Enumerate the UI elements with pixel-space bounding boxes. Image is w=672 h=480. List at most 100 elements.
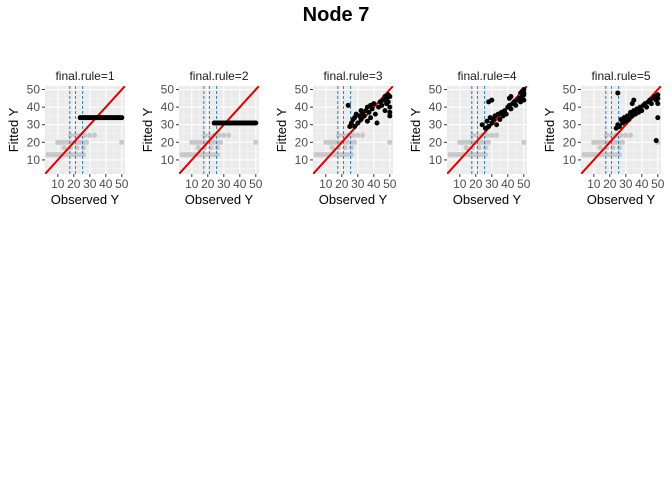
data-point xyxy=(387,113,393,119)
panel-plot-area xyxy=(581,86,661,174)
x-tick-label: 20 xyxy=(67,177,81,191)
y-tick-label: 10 xyxy=(295,153,309,167)
facet-panel-4: final.rule=410 20 30 40 501020304050Observed… xyxy=(408,69,531,207)
data-point xyxy=(508,106,514,112)
panel-plot-area xyxy=(447,86,527,174)
y-tick-label: 20 xyxy=(27,135,41,149)
background-point xyxy=(221,132,227,138)
data-point xyxy=(639,108,645,114)
y-tick-label: 40 xyxy=(429,100,443,114)
data-point xyxy=(616,123,622,129)
data-point xyxy=(626,116,632,122)
x-tick-label: 20 xyxy=(469,177,483,191)
x-tick-label: 30 xyxy=(485,177,499,191)
x-tick-label: 30 xyxy=(83,177,97,191)
data-point xyxy=(387,94,393,100)
x-tick-label: 10 xyxy=(453,177,467,191)
panel-plot-area xyxy=(313,86,393,174)
background-point xyxy=(195,145,201,151)
background-point xyxy=(218,139,224,145)
data-point xyxy=(484,118,490,124)
x-tick-label: 20 xyxy=(603,177,617,191)
y-tick-label: 50 xyxy=(563,83,577,97)
data-point xyxy=(387,109,393,115)
data-point xyxy=(497,116,503,122)
y-tick-label: 10 xyxy=(429,153,443,167)
data-point xyxy=(655,95,661,101)
data-point xyxy=(352,123,358,129)
data-point xyxy=(521,97,527,103)
y-tick-label: 20 xyxy=(563,135,577,149)
y-tick-label: 30 xyxy=(27,118,41,132)
y-axis-title: Fitted Y xyxy=(542,107,557,152)
data-point xyxy=(494,122,500,128)
y-tick-label: 20 xyxy=(295,135,309,149)
background-point xyxy=(87,132,93,138)
y-tick-label: 10 xyxy=(27,153,41,167)
y-tick-label: 10 xyxy=(563,153,577,167)
y-tick-label: 40 xyxy=(563,100,577,114)
x-tick-label: 10 xyxy=(51,177,65,191)
facet-panel-3: final.rule=310 20 30 40 501020304050Observed… xyxy=(274,69,397,207)
background-point xyxy=(597,145,603,151)
facet-panel-2: final.rule=210 20 30 40 501020304050Observed… xyxy=(140,69,263,207)
x-axis-title: Observed Y xyxy=(453,192,522,207)
x-axis-title: Observed Y xyxy=(587,192,656,207)
y-axis-title: Fitted Y xyxy=(408,107,423,152)
y-tick-label: 40 xyxy=(27,100,41,114)
background-point xyxy=(355,132,361,138)
background-point xyxy=(604,132,610,138)
background-point xyxy=(84,139,90,145)
background-point xyxy=(620,139,626,145)
background-point xyxy=(340,132,346,138)
data-point xyxy=(486,99,492,105)
x-tick-label: 40 xyxy=(501,177,515,191)
background-point xyxy=(226,132,232,138)
background-point xyxy=(482,145,488,151)
facet-strip-label: final.rule=3 xyxy=(323,69,382,83)
background-point xyxy=(350,132,356,138)
data-point xyxy=(355,120,361,126)
background-point xyxy=(616,145,623,151)
data-point xyxy=(366,109,372,115)
x-tick-label: 40 xyxy=(367,177,381,191)
background-point xyxy=(474,132,480,138)
data-point xyxy=(253,120,259,126)
data-point xyxy=(358,116,364,122)
y-tick-label: 40 xyxy=(161,100,175,114)
background-point xyxy=(82,132,88,138)
background-point xyxy=(348,145,354,151)
data-point xyxy=(518,90,524,96)
x-axis-title: Observed Y xyxy=(51,192,120,207)
data-point xyxy=(364,118,370,124)
x-tick-label: 30 xyxy=(619,177,633,191)
data-point xyxy=(369,106,375,112)
data-point xyxy=(385,99,391,105)
background-point xyxy=(352,139,358,145)
data-point xyxy=(513,102,519,108)
data-point xyxy=(521,87,527,93)
panel-plot-area xyxy=(179,86,259,174)
y-axis-title: Fitted Y xyxy=(140,107,155,152)
facet-panel-5: final.rule=510 20 30 40 501020304050Observed… xyxy=(542,69,665,207)
background-point xyxy=(92,132,98,138)
x-tick-label: 10 xyxy=(587,177,601,191)
x-tick-label: 40 xyxy=(635,177,649,191)
data-point xyxy=(379,102,385,108)
facet-strip-label: final.rule=5 xyxy=(591,69,650,83)
y-tick-label: 50 xyxy=(295,83,309,97)
data-point xyxy=(503,111,509,117)
background-point xyxy=(486,139,492,145)
data-point xyxy=(345,102,351,108)
y-tick-label: 20 xyxy=(429,135,443,149)
x-tick-label: 50 xyxy=(249,177,263,191)
background-point xyxy=(484,132,490,138)
data-point xyxy=(382,94,388,100)
background-point xyxy=(489,132,495,138)
background-point xyxy=(521,139,527,145)
background-point xyxy=(202,132,208,138)
x-tick-label: 50 xyxy=(651,177,665,191)
background-point xyxy=(336,132,342,138)
x-tick-label: 40 xyxy=(233,177,247,191)
x-tick-label: 50 xyxy=(517,177,531,191)
